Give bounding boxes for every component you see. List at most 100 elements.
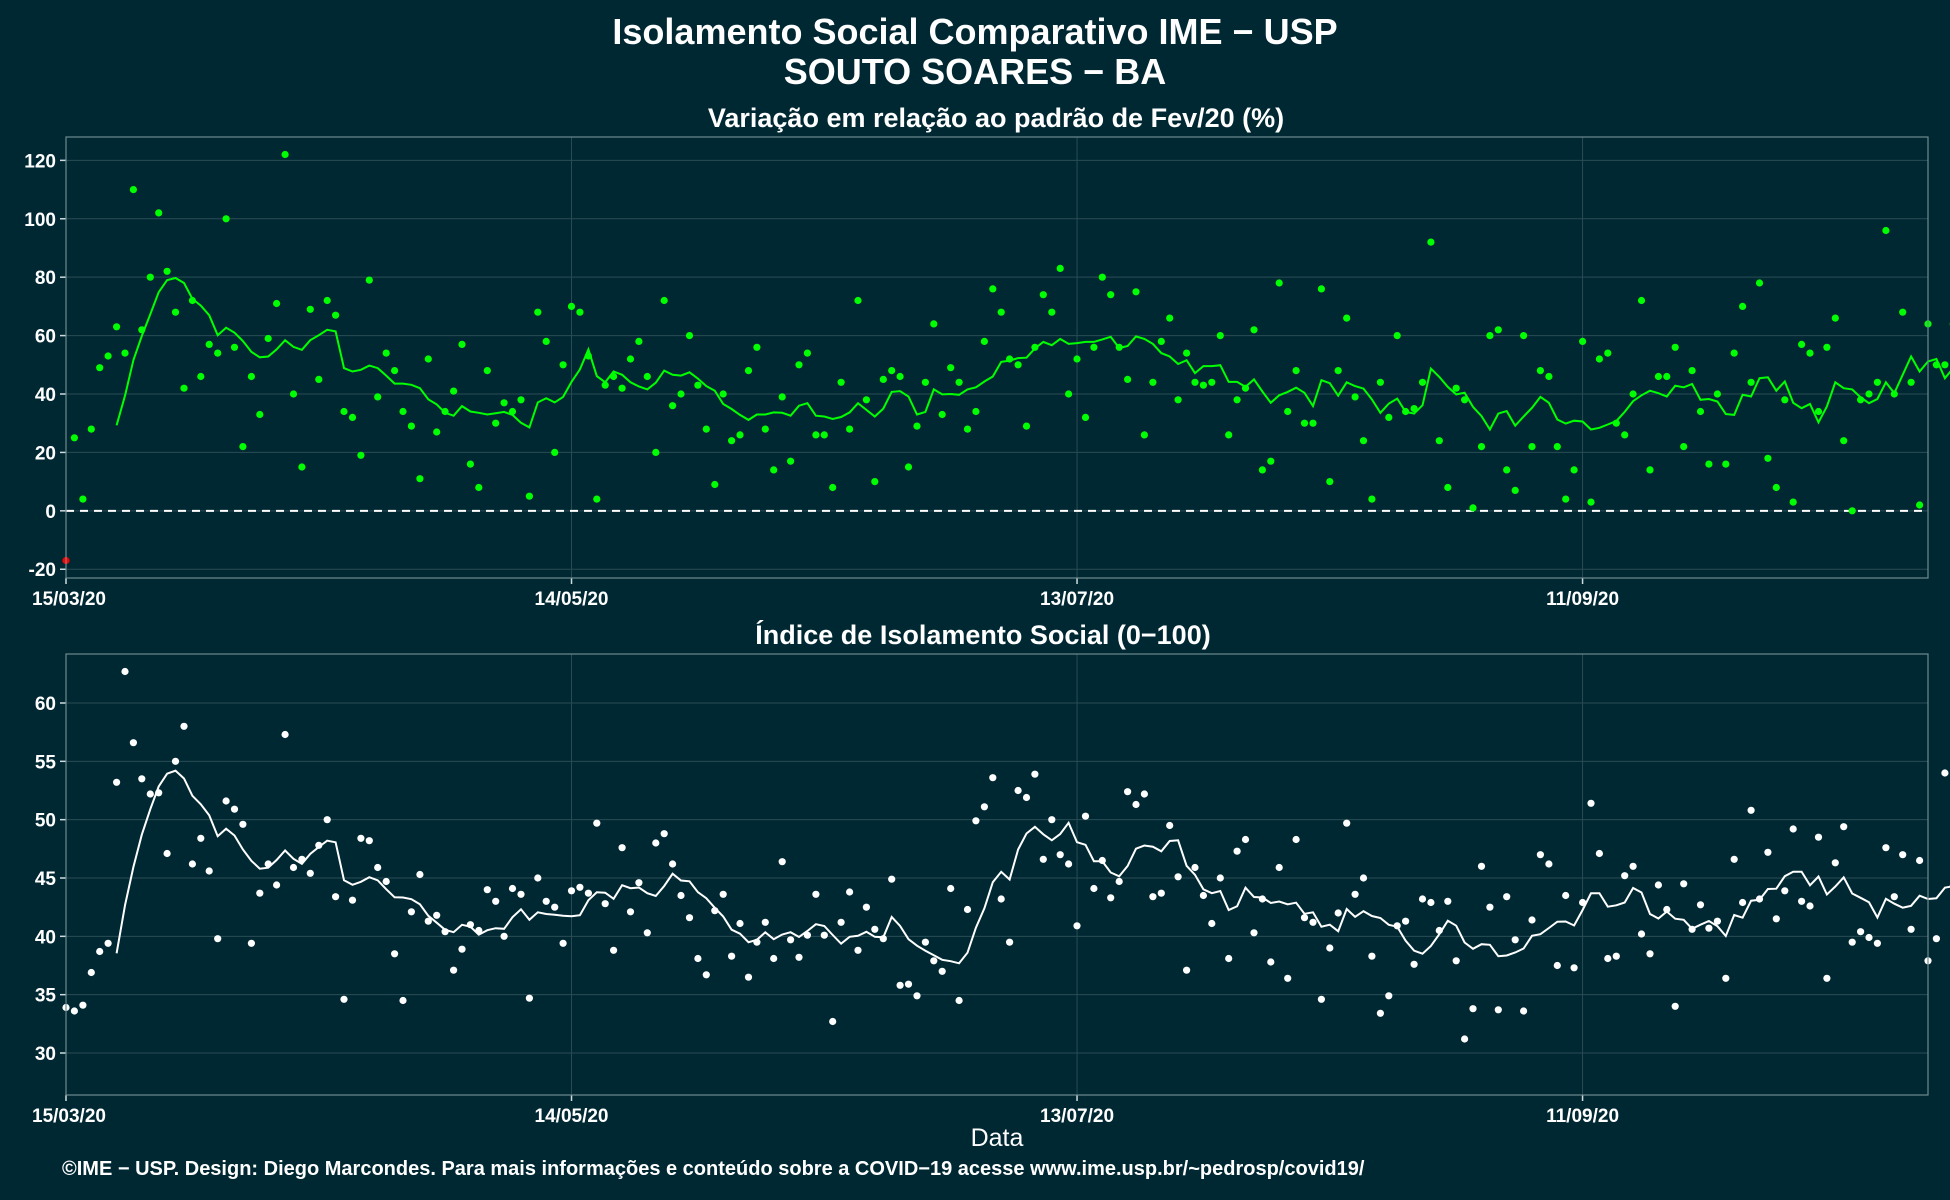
data-point xyxy=(1739,898,1747,907)
data-point xyxy=(1022,422,1031,430)
data-point xyxy=(1739,302,1747,310)
panel-variation-smooth-line xyxy=(115,276,1950,432)
data-point xyxy=(129,186,137,194)
data-point xyxy=(205,340,213,348)
data-point xyxy=(997,308,1005,316)
panel-variation-y-ticks: -20 0 20 40 60 80 100 120 xyxy=(24,151,66,581)
data-point xyxy=(1098,273,1106,281)
data-point xyxy=(972,407,980,416)
data-point xyxy=(1258,466,1266,474)
data-point xyxy=(1166,821,1174,830)
data-point xyxy=(980,803,989,811)
data-point xyxy=(146,790,154,798)
data-point xyxy=(761,425,769,433)
data-point xyxy=(525,492,534,500)
data-point xyxy=(1284,974,1292,982)
y-tick-label: 50 xyxy=(35,811,56,832)
data-point xyxy=(1722,974,1730,982)
data-point xyxy=(357,451,365,459)
data-point xyxy=(1654,372,1662,381)
data-point xyxy=(576,883,584,891)
data-point xyxy=(1553,443,1561,451)
data-point xyxy=(424,355,432,363)
data-point xyxy=(1764,848,1772,856)
panel-index: Índice de Isolamento Social (0−100) 30 35… xyxy=(32,619,1950,1152)
data-point xyxy=(896,981,904,989)
data-point xyxy=(820,931,828,939)
data-point xyxy=(1258,895,1266,903)
data-point xyxy=(433,428,441,436)
data-point xyxy=(778,858,786,866)
data-point xyxy=(230,343,239,351)
data-point xyxy=(1107,291,1115,299)
data-point xyxy=(1410,405,1418,413)
data-point xyxy=(955,378,963,386)
data-point xyxy=(1890,390,1898,398)
data-point xyxy=(222,797,230,805)
data-point xyxy=(1823,974,1831,982)
data-point xyxy=(1275,863,1283,872)
data-point xyxy=(1713,390,1721,398)
data-point xyxy=(1494,1006,1502,1014)
data-point xyxy=(593,819,601,827)
data-point xyxy=(559,939,567,947)
data-point xyxy=(1528,443,1536,451)
data-point xyxy=(96,364,104,372)
data-point xyxy=(567,887,576,895)
data-point xyxy=(601,381,609,389)
data-point xyxy=(736,431,744,439)
data-point xyxy=(854,296,862,305)
data-point xyxy=(188,296,196,305)
data-point xyxy=(273,299,281,308)
data-point xyxy=(879,935,887,943)
data-point xyxy=(222,215,230,223)
data-point xyxy=(1814,833,1823,841)
data-point xyxy=(862,903,871,911)
panel-index-x-ticks: 15/03/20 14/05/20 13/07/20 11/09/20 xyxy=(32,1095,1619,1127)
data-point xyxy=(1090,343,1098,351)
data-point xyxy=(1857,928,1865,936)
data-point xyxy=(626,908,635,916)
data-point xyxy=(1208,378,1216,386)
data-point xyxy=(138,326,146,334)
data-point xyxy=(1225,954,1233,963)
x-tick-label: 14/05/20 xyxy=(535,589,609,610)
data-point xyxy=(643,372,651,381)
y-tick-label: 45 xyxy=(35,869,57,890)
data-point xyxy=(1326,944,1334,952)
data-point xyxy=(820,431,828,439)
data-point xyxy=(1772,483,1780,492)
data-point xyxy=(1149,893,1157,901)
data-point xyxy=(256,410,264,419)
data-point xyxy=(719,890,727,898)
data-point xyxy=(1039,855,1047,863)
y-tick-label: 100 xyxy=(24,210,56,231)
data-point xyxy=(1722,460,1730,468)
data-point xyxy=(1444,897,1452,905)
data-point xyxy=(1073,922,1081,930)
data-point xyxy=(391,367,399,375)
data-point xyxy=(1747,806,1755,814)
data-point xyxy=(273,881,281,889)
data-point xyxy=(551,903,559,911)
data-point xyxy=(1343,314,1351,322)
data-point xyxy=(424,917,432,925)
data-point xyxy=(1300,914,1309,922)
data-point xyxy=(989,774,997,782)
data-point xyxy=(1376,1009,1384,1017)
data-point xyxy=(458,340,466,348)
data-point xyxy=(281,730,289,739)
data-point xyxy=(846,888,854,896)
data-point xyxy=(1284,407,1292,416)
data-point xyxy=(576,308,584,316)
data-point xyxy=(365,276,373,284)
data-point xyxy=(1199,381,1207,389)
data-point xyxy=(1587,498,1595,506)
data-point xyxy=(1351,393,1359,401)
data-point xyxy=(197,834,205,842)
data-point xyxy=(1081,812,1090,820)
data-point xyxy=(837,918,845,926)
data-point xyxy=(1798,897,1806,905)
data-point xyxy=(1199,891,1207,900)
data-point xyxy=(1637,930,1646,938)
